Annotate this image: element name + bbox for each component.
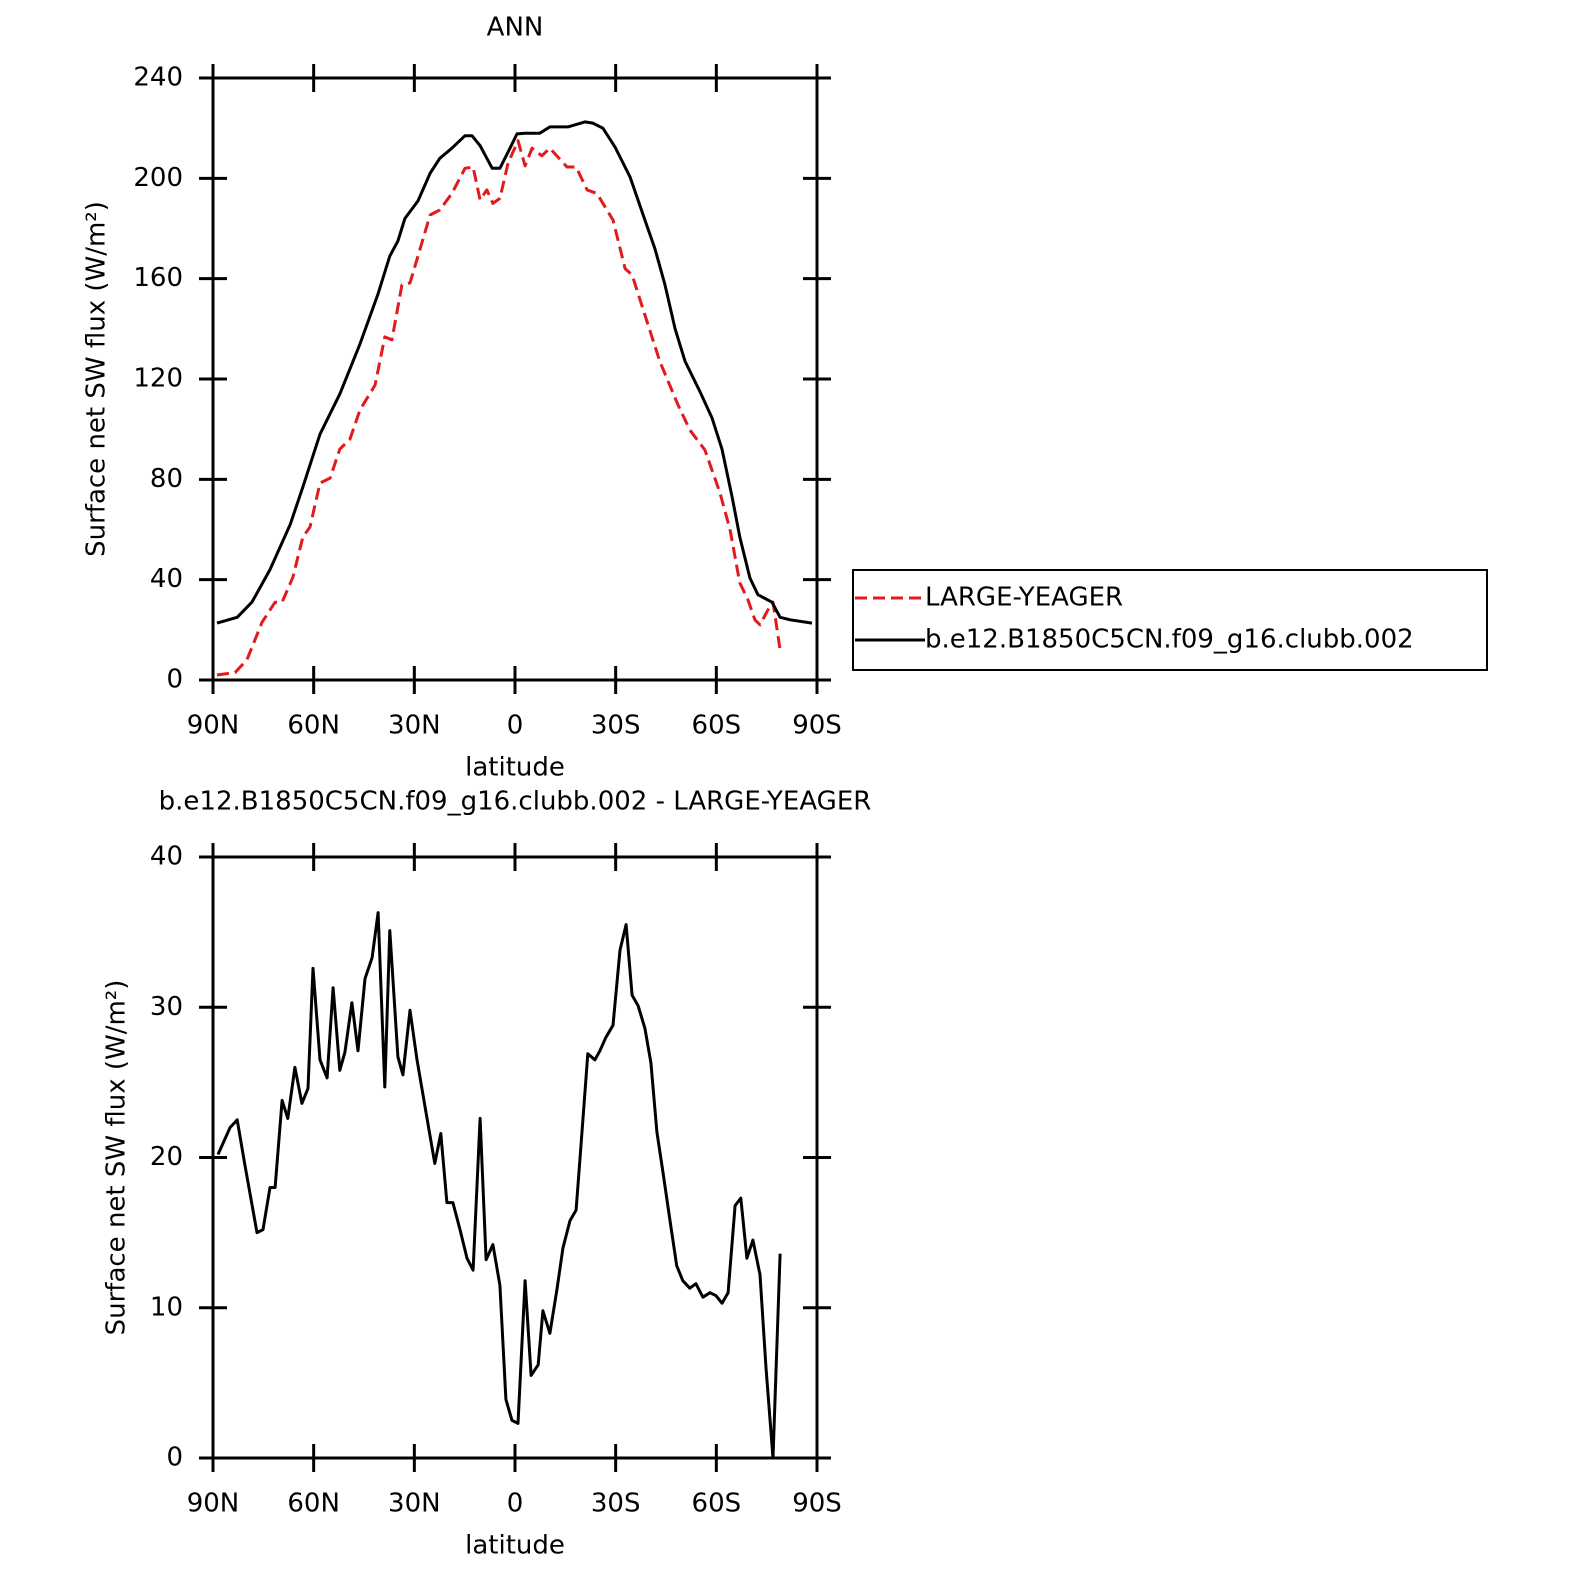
panel: b.e12.B1850C5CN.f09_g16.clubb.002 - LARG… bbox=[102, 787, 872, 1561]
x-tick-label: 90S bbox=[792, 711, 842, 741]
y-axis-label: Surface net SW flux (W/m²) bbox=[82, 201, 112, 557]
x-tick-label: 90S bbox=[792, 1489, 842, 1519]
y-tick-label: 240 bbox=[133, 63, 183, 93]
y-tick-label: 40 bbox=[150, 842, 183, 872]
x-tick-label: 60N bbox=[287, 711, 340, 741]
chart-title: ANN bbox=[487, 13, 544, 43]
data-line bbox=[216, 120, 813, 625]
y-tick-label: 120 bbox=[133, 364, 183, 394]
x-tick-label: 30S bbox=[591, 1489, 641, 1519]
y-tick-label: 200 bbox=[133, 163, 183, 193]
y-tick-label: 80 bbox=[150, 464, 183, 494]
x-tick-label: 60N bbox=[287, 1489, 340, 1519]
y-tick-label: 0 bbox=[166, 1443, 183, 1473]
x-tick-label: 30N bbox=[388, 1489, 441, 1519]
x-tick-label: 0 bbox=[507, 1489, 524, 1519]
x-axis-label: latitude bbox=[465, 1531, 565, 1561]
x-tick-label: 30S bbox=[591, 711, 641, 741]
plot-frame bbox=[211, 76, 819, 682]
panel: ANN latitude Surface net SW flux (W/m²) 0 40… bbox=[82, 13, 1488, 783]
y-tick-label: 10 bbox=[150, 1292, 183, 1322]
legend-box bbox=[852, 569, 1488, 671]
x-axis-label: latitude bbox=[465, 753, 565, 783]
legend-label: LARGE-YEAGER bbox=[925, 583, 1123, 613]
x-tick-label: 60S bbox=[692, 1489, 742, 1519]
data-line bbox=[216, 911, 782, 1460]
x-tick-label: 60S bbox=[692, 711, 742, 741]
x-tick-label: 0 bbox=[507, 711, 524, 741]
data-line bbox=[216, 139, 782, 677]
y-tick-label: 0 bbox=[166, 665, 183, 695]
y-tick-label: 40 bbox=[150, 564, 183, 594]
x-tick-label: 30N bbox=[388, 711, 441, 741]
legend-label: b.e12.B1850C5CN.f09_g16.clubb.002 bbox=[925, 625, 1414, 655]
y-tick-label: 20 bbox=[150, 1142, 183, 1172]
y-axis-label: Surface net SW flux (W/m²) bbox=[102, 980, 132, 1336]
x-tick-label: 90N bbox=[187, 711, 240, 741]
y-tick-label: 30 bbox=[150, 992, 183, 1022]
y-tick-label: 160 bbox=[133, 263, 183, 293]
plot-frame bbox=[211, 855, 819, 1460]
x-tick-label: 90N bbox=[187, 1489, 240, 1519]
chart-title: b.e12.B1850C5CN.f09_g16.clubb.002 - LARG… bbox=[159, 787, 872, 817]
